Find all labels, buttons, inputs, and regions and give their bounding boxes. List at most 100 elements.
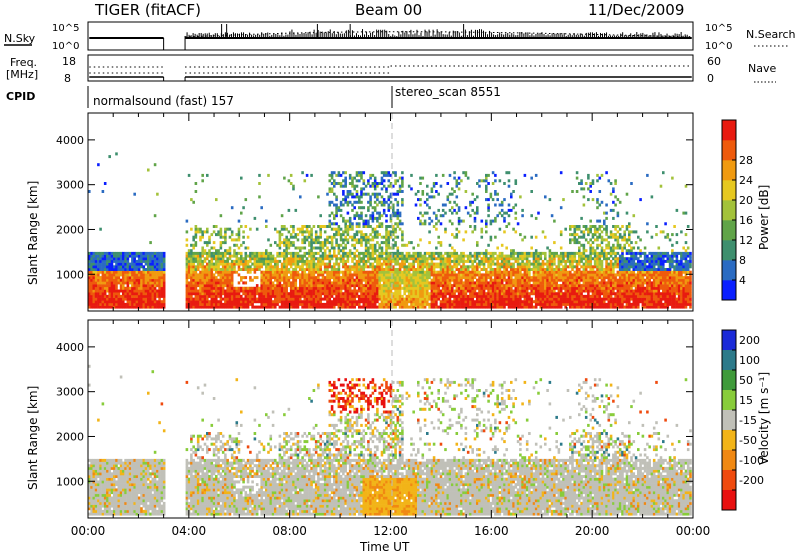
- power-cell: [135, 292, 139, 296]
- power-cell: [369, 265, 372, 269]
- power-cell: [335, 182, 338, 185]
- power-cell: [428, 251, 431, 255]
- power-cell: [153, 294, 157, 298]
- power-cell: [537, 259, 540, 263]
- power-cell: [339, 284, 343, 288]
- power-cell: [269, 268, 273, 271]
- power-cell: [190, 302, 193, 306]
- power-cell: [476, 211, 479, 215]
- power-cell: [335, 173, 338, 177]
- power-cell: [226, 273, 229, 277]
- power-cell: [265, 302, 268, 306]
- power-cell: [382, 297, 386, 301]
- power-cell: [249, 297, 252, 301]
- power-cell: [512, 262, 515, 266]
- power-cell: [242, 276, 245, 280]
- power-cell: [260, 259, 263, 263]
- power-cell: [217, 270, 220, 274]
- power-cell: [419, 270, 422, 274]
- power-cell: [147, 168, 150, 172]
- power-cell: [516, 265, 520, 269]
- power-cell: [510, 249, 513, 253]
- power-cell: [115, 152, 118, 156]
- power-cell: [382, 241, 386, 245]
- power-cell: [260, 206, 263, 210]
- power-cell: [362, 305, 366, 309]
- power-cell: [451, 211, 454, 215]
- power-cell: [496, 289, 499, 293]
- power-cell: [330, 182, 334, 185]
- power-cell: [274, 227, 277, 231]
- power-cell: [203, 241, 207, 245]
- power-cell: [532, 281, 536, 285]
- power-cell: [373, 268, 377, 271]
- power-cell: [228, 281, 232, 285]
- power-cell: [532, 270, 536, 274]
- power-cell: [389, 270, 393, 274]
- power-cell: [392, 243, 395, 247]
- power-cell: [364, 286, 368, 290]
- power-cell: [385, 241, 388, 245]
- power-cell: [369, 214, 372, 218]
- power-cell: [455, 268, 459, 271]
- power-cell: [510, 305, 513, 309]
- power-cell: [441, 278, 445, 282]
- power-cell: [394, 284, 397, 288]
- power-cell: [355, 302, 359, 306]
- power-cell: [387, 262, 391, 266]
- power-cell: [435, 182, 438, 185]
- power-cell: [308, 305, 311, 309]
- power-cell: [376, 230, 379, 234]
- power-cell: [160, 292, 164, 296]
- power-cell: [389, 182, 393, 185]
- power-cell: [387, 281, 391, 285]
- power-cell: [192, 292, 195, 296]
- power-cell: [353, 184, 356, 188]
- power-cell: [151, 259, 155, 263]
- power-cell: [428, 268, 431, 271]
- power-cell: [296, 246, 300, 250]
- power-cell: [328, 297, 332, 301]
- nsky-tick-top: 10^5: [52, 23, 79, 34]
- power-cell: [525, 276, 529, 280]
- power-cell: [294, 246, 298, 250]
- power-cell: [432, 251, 436, 255]
- power-cell: [441, 292, 445, 296]
- power-cell: [407, 265, 411, 269]
- power-cell: [292, 259, 295, 263]
- power-cell: [137, 297, 141, 301]
- power-cell: [398, 268, 402, 271]
- power-cell: [113, 265, 116, 269]
- power-cell: [358, 214, 361, 218]
- power-cell: [369, 302, 372, 306]
- power-cell: [308, 254, 311, 258]
- power-cell: [419, 286, 422, 290]
- power-cell: [491, 257, 495, 261]
- power-cell: [364, 214, 368, 218]
- power-cell: [299, 289, 302, 293]
- power-cell: [539, 268, 543, 271]
- power-cell: [269, 243, 273, 247]
- power-cell: [283, 243, 286, 247]
- power-cell: [460, 278, 463, 282]
- power-cell: [358, 238, 361, 242]
- power-cell: [519, 254, 522, 258]
- power-cell: [185, 292, 189, 296]
- power-cell: [373, 246, 377, 250]
- power-cell: [453, 281, 456, 285]
- power-cell: [541, 286, 545, 290]
- power-cell: [523, 292, 527, 296]
- power-cell: [319, 286, 322, 290]
- power-cell: [342, 297, 345, 301]
- power-cell: [382, 273, 386, 277]
- power-cell: [319, 305, 322, 309]
- power-cell: [487, 297, 490, 301]
- power-cell: [160, 251, 164, 255]
- power-cell: [351, 227, 354, 231]
- power-cell: [131, 265, 134, 269]
- power-cell: [351, 302, 354, 306]
- power-cell: [314, 286, 318, 290]
- power-cell: [110, 257, 114, 261]
- power-cell: [528, 294, 531, 298]
- power-cell: [423, 265, 427, 269]
